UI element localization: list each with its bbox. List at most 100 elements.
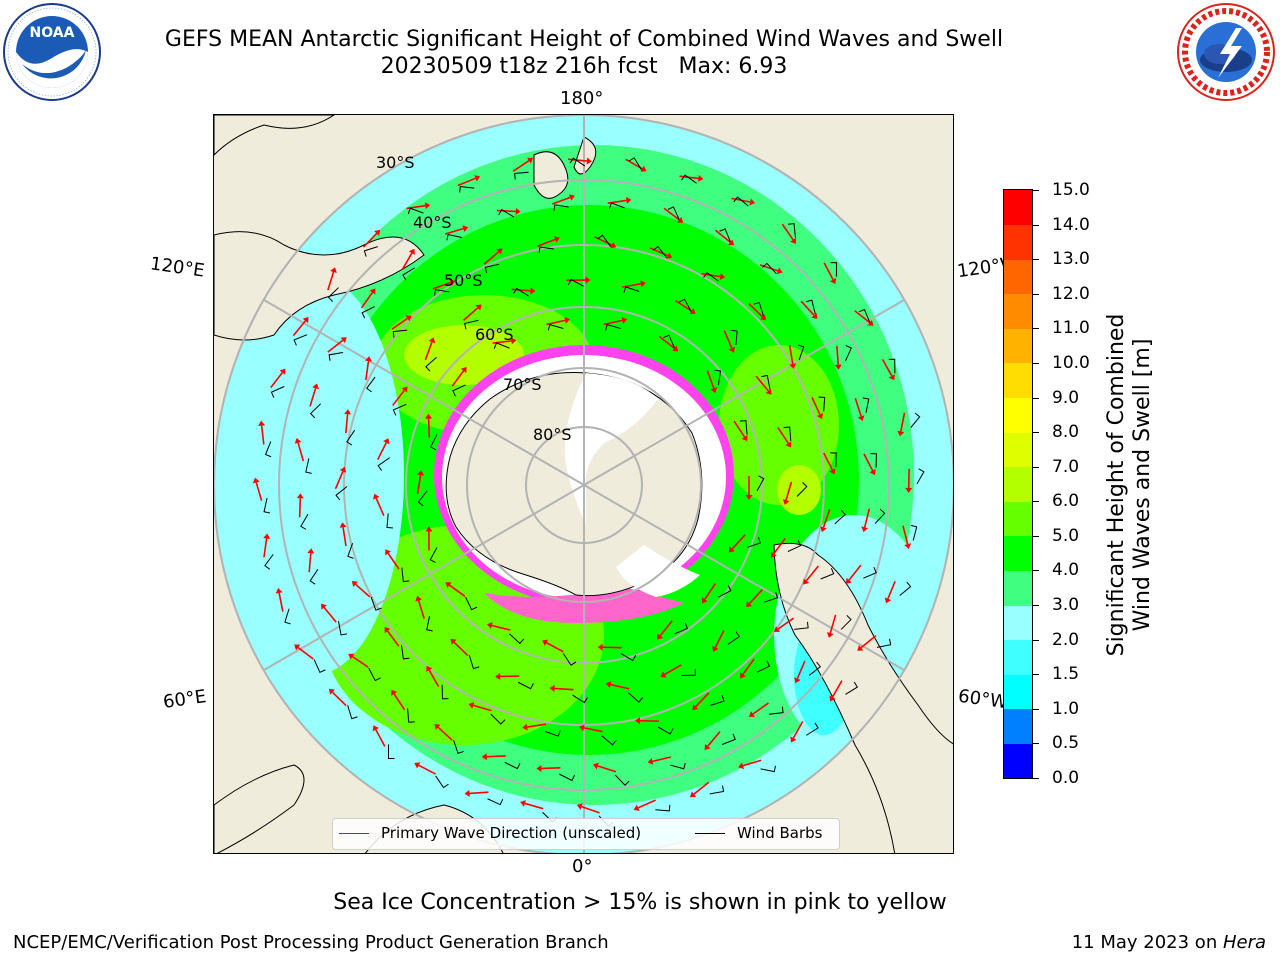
- wind-barb: [663, 334, 675, 349]
- wave-direction-arrow: [755, 375, 769, 392]
- wind-barb: [614, 774, 630, 786]
- wave-direction-arrowhead: [348, 653, 355, 660]
- wave-direction-arrow: [610, 683, 630, 690]
- wave-direction-arrowhead: [460, 366, 467, 373]
- colorbar-segment: [1004, 708, 1032, 744]
- wave-direction-arrow: [511, 288, 531, 292]
- wave-direction-arrow: [714, 630, 725, 648]
- wave-direction-arrow: [785, 481, 793, 501]
- lat-label-70s: 70°S: [503, 375, 542, 394]
- wave-direction-arrowhead: [294, 437, 302, 444]
- wave-direction-arrowhead: [351, 581, 358, 587]
- wave-direction-arrow: [863, 508, 871, 528]
- legend-black-line-swatch: [695, 832, 725, 834]
- wave-direction-arrowhead: [252, 477, 260, 484]
- colorbar-segment: [1004, 674, 1032, 710]
- wave-direction-arrow: [823, 262, 834, 280]
- wind-barb: [387, 744, 395, 759]
- wave-direction-arrowhead: [526, 157, 534, 164]
- wind-barb: [569, 157, 586, 167]
- wave-direction-arrowhead: [549, 684, 555, 692]
- wave-direction-arrowhead: [515, 207, 521, 215]
- wave-direction-arrow: [292, 320, 307, 337]
- wave-direction-arrowhead: [888, 374, 895, 381]
- wave-direction-arrowhead: [321, 603, 327, 610]
- wave-direction-arrowhead: [789, 363, 797, 369]
- colorbar-tick: [1033, 639, 1039, 641]
- wave-direction-arrow: [278, 592, 284, 612]
- wind-barb: [293, 334, 308, 346]
- wind-barb: [627, 692, 644, 703]
- wave-direction-arrow: [811, 396, 821, 415]
- wave-direction-arrowhead: [710, 387, 718, 394]
- wave-direction-arrowhead: [496, 248, 503, 255]
- wind-barb: [753, 301, 764, 317]
- wave-direction-arrowhead: [263, 533, 271, 539]
- wave-direction-arrowhead: [689, 308, 696, 314]
- wave-direction-arrowhead: [592, 762, 599, 770]
- wind-barb: [493, 342, 510, 349]
- wave-direction-arrowhead: [434, 723, 441, 730]
- wave-direction-arrow: [406, 204, 426, 210]
- wind-barb: [363, 246, 378, 257]
- wind-barb: [714, 369, 722, 386]
- wave-direction-arrow: [822, 509, 831, 528]
- wave-direction-arrow: [457, 177, 476, 187]
- wave-direction-arrowhead: [302, 317, 309, 324]
- wave-direction-arrowhead: [690, 791, 697, 798]
- wind-barb: [797, 344, 805, 361]
- wave-direction-arrowhead: [384, 626, 391, 634]
- wave-direction-arrow: [496, 209, 516, 213]
- colorbar-tick: [1033, 259, 1039, 261]
- wave-direction-arrow: [392, 389, 405, 406]
- colorbar-tick: [1033, 535, 1039, 537]
- wave-direction-arrow: [297, 442, 305, 462]
- wind-barb: [400, 644, 410, 660]
- wave-direction-arrow: [386, 630, 400, 647]
- wind-barb: [305, 458, 312, 474]
- wave-direction-arrowhead: [834, 364, 842, 370]
- footer-date: 11 May 2023 on Hera: [1072, 932, 1266, 953]
- map-legend: Primary Wave Direction (unscaled) Wind B…: [332, 818, 840, 850]
- wind-barb: [328, 352, 343, 361]
- wave-direction-arrowhead: [445, 582, 452, 589]
- wave-direction-arrow: [524, 802, 544, 810]
- wave-direction-arrow: [416, 474, 422, 495]
- wave-direction-arrowhead: [884, 597, 892, 604]
- wind-barb: [465, 596, 478, 611]
- wave-direction-arrow: [375, 497, 385, 517]
- wave-direction-arrow: [351, 655, 369, 668]
- lat-label-60s: 60°S: [475, 325, 514, 344]
- wind-barb: [572, 694, 588, 704]
- colorbar-tick: [1033, 743, 1039, 745]
- wind-barb: [834, 509, 846, 525]
- wave-direction-arrow: [255, 482, 263, 501]
- wave-direction-arrow: [714, 229, 731, 243]
- wind-barb: [845, 345, 852, 362]
- wave-direction-arrowhead: [857, 644, 864, 651]
- wind-barb: [464, 319, 479, 330]
- wind-barb: [435, 775, 449, 789]
- wave-direction-arrow: [731, 534, 746, 550]
- wind-barb: [335, 486, 348, 501]
- wind-barb: [366, 376, 376, 393]
- wave-direction-arrowhead: [415, 595, 422, 602]
- wave-direction-arrow: [759, 264, 779, 272]
- wave-direction-arrow: [327, 339, 344, 353]
- wave-direction-arrow: [527, 723, 547, 728]
- colorbar-tick-label: 1.0: [1052, 698, 1080, 719]
- colorbar-tick-label: 7.0: [1052, 456, 1080, 477]
- footer-machine: Hera: [1222, 932, 1266, 953]
- wind-barb: [840, 614, 852, 630]
- wind-barb: [402, 267, 416, 281]
- wave-direction-arrow: [424, 341, 433, 361]
- wave-direction-arrowhead: [785, 441, 792, 448]
- footer-date-text: 11 May 2023 on: [1071, 932, 1223, 953]
- lon-label-180: 180°: [560, 88, 604, 109]
- wave-direction-arrowhead: [486, 622, 493, 629]
- wave-direction-arrowhead: [464, 789, 470, 797]
- wind-barb: [899, 581, 912, 596]
- wind-barb: [808, 661, 822, 676]
- colorbar-tick-label: 1.5: [1052, 664, 1080, 685]
- wave-direction-arrow: [603, 319, 623, 326]
